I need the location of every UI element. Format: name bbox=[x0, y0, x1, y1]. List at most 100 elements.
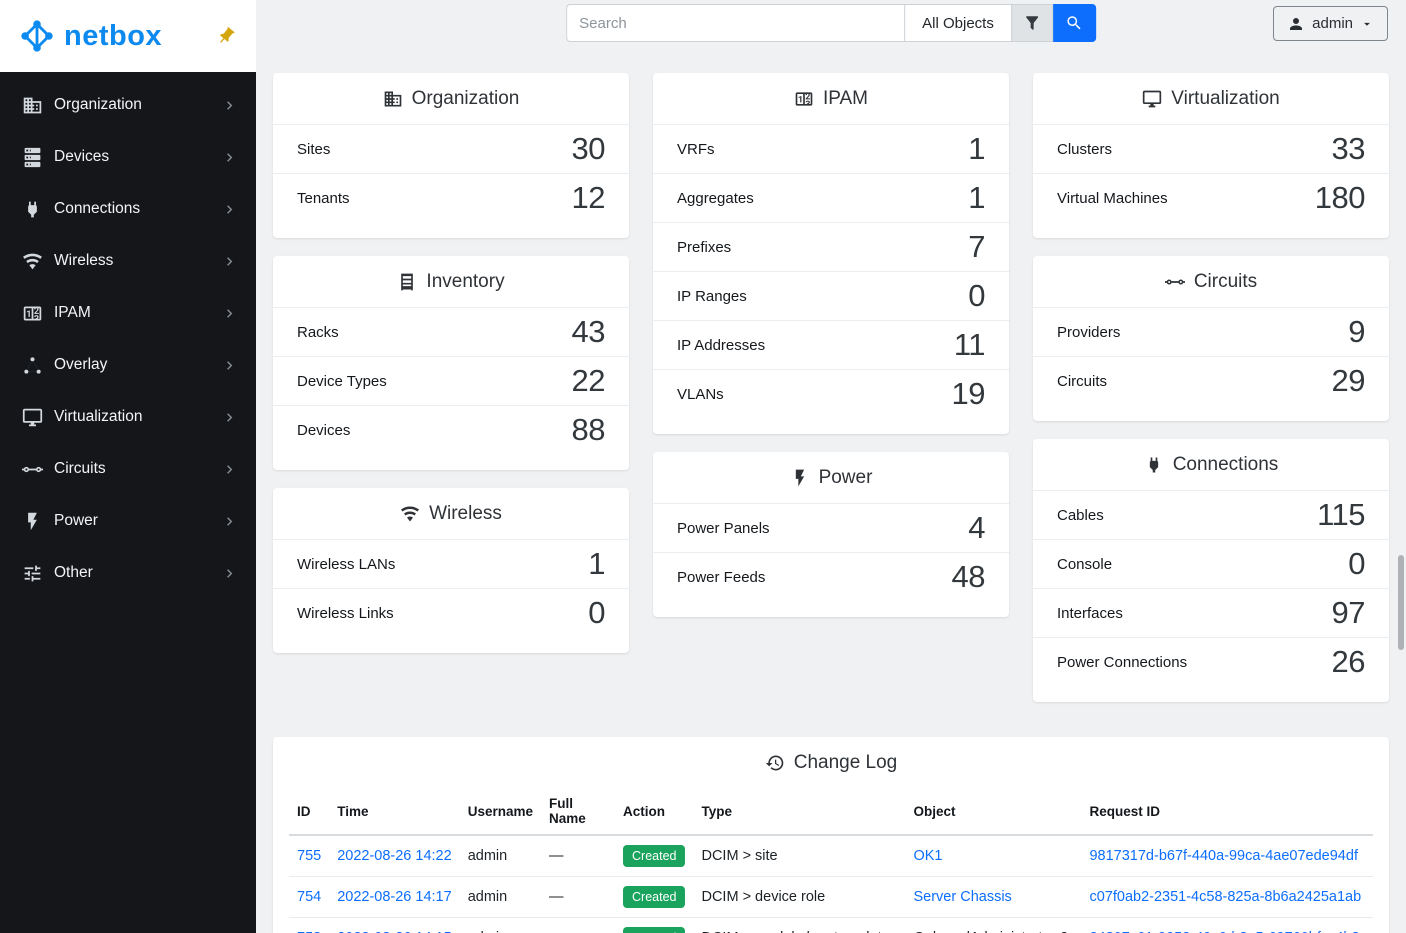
stat-label-vlans[interactable]: VLANs bbox=[677, 385, 724, 403]
sidebar-item-label: Other bbox=[54, 564, 93, 581]
sidebar-item-power[interactable]: Power bbox=[0, 495, 256, 547]
stat-label-wireless-links[interactable]: Wireless Links bbox=[297, 604, 394, 622]
stat-value-sites: 30 bbox=[571, 131, 606, 166]
card-ipam-header: IPAM bbox=[653, 73, 1009, 124]
stat-row: IP Ranges 0 bbox=[653, 271, 1009, 320]
stat-row: Virtual Machines 180 bbox=[1033, 173, 1389, 222]
stat-label-providers[interactable]: Providers bbox=[1057, 323, 1121, 341]
stat-row: Aggregates 1 bbox=[653, 173, 1009, 222]
stat-label-circuits[interactable]: Circuits bbox=[1057, 372, 1108, 390]
transit-icon bbox=[22, 459, 43, 480]
changelog-id-link[interactable]: 755 bbox=[297, 848, 322, 864]
stat-label-power-panels[interactable]: Power Panels bbox=[677, 519, 770, 537]
changelog-time-link[interactable]: 2022-08-26 14:17 bbox=[337, 889, 452, 905]
card-circuits: Circuits Providers 9 Circuits 29 bbox=[1033, 256, 1389, 421]
search-submit-button[interactable] bbox=[1052, 4, 1096, 42]
tune-icon bbox=[22, 563, 43, 584]
stat-label-power-connections[interactable]: Power Connections bbox=[1057, 653, 1188, 671]
stat-label-sites[interactable]: Sites bbox=[297, 140, 331, 158]
sidebar-item-devices[interactable]: Devices bbox=[0, 131, 256, 183]
stat-label-vrfs[interactable]: VRFs bbox=[677, 140, 715, 158]
stat-row: Power Panels 4 bbox=[653, 503, 1009, 552]
changelog-request-id-link[interactable]: 24807c61-9952-49c6-b8a5-69760bfcc4b3 bbox=[1089, 930, 1359, 933]
chevron-right-icon bbox=[221, 461, 238, 478]
changelog-time-link[interactable]: 2022-08-26 14:22 bbox=[337, 848, 452, 864]
object-type-dropdown[interactable]: All Objects bbox=[904, 4, 1011, 42]
stat-label-console[interactable]: Console bbox=[1057, 555, 1113, 573]
changelog-full-name: — bbox=[549, 848, 564, 864]
stat-value-ip-addresses: 11 bbox=[953, 327, 986, 362]
brand-header[interactable]: netbox bbox=[0, 0, 256, 72]
stat-label-wireless-lans[interactable]: Wireless LANs bbox=[297, 555, 396, 573]
stat-label-device-types[interactable]: Device Types bbox=[297, 372, 387, 390]
stat-value-devices: 88 bbox=[571, 412, 606, 447]
changelog-request-id-link[interactable]: c07f0ab2-2351-4c58-825a-8b6a2425a1ab bbox=[1089, 889, 1362, 905]
status-badge-created: Created bbox=[623, 927, 686, 933]
user-menu-button[interactable]: admin bbox=[1273, 6, 1388, 41]
account-icon bbox=[1287, 15, 1305, 33]
chevron-right-icon bbox=[221, 305, 238, 322]
stat-row: Device Types 22 bbox=[273, 356, 629, 405]
stat-label-virtual-machines[interactable]: Virtual Machines bbox=[1057, 189, 1168, 207]
stat-label-power-feeds[interactable]: Power Feeds bbox=[677, 568, 766, 586]
changelog-time-link[interactable]: 2022-08-26 14:15 bbox=[337, 930, 452, 933]
search-group: All Objects bbox=[566, 4, 1096, 42]
sidebar-item-virtualization[interactable]: Virtualization bbox=[0, 391, 256, 443]
stat-value-wireless-lans: 1 bbox=[588, 546, 605, 581]
stat-label-clusters[interactable]: Clusters bbox=[1057, 140, 1113, 158]
stat-value-vrfs: 1 bbox=[968, 131, 985, 166]
changelog-object-link[interactable]: OK1 bbox=[913, 848, 943, 864]
sidebar-item-other[interactable]: Other bbox=[0, 547, 256, 599]
sidebar-item-circuits[interactable]: Circuits bbox=[0, 443, 256, 495]
stat-label-ip-ranges[interactable]: IP Ranges bbox=[677, 287, 747, 305]
stat-value-cables: 115 bbox=[1317, 497, 1365, 532]
changelog-object-link[interactable]: Server Chassis bbox=[913, 889, 1012, 905]
sidebar-item-label: Power bbox=[54, 512, 98, 529]
sidebar-item-connections[interactable]: Connections bbox=[0, 183, 256, 235]
search-input[interactable] bbox=[566, 4, 905, 42]
pin-icon bbox=[212, 22, 240, 50]
sidebar-item-ipam[interactable]: IPAM bbox=[0, 287, 256, 339]
sidebar-item-label: IPAM bbox=[54, 304, 91, 321]
stat-label-devices[interactable]: Devices bbox=[297, 421, 351, 439]
stat-value-prefixes: 7 bbox=[968, 229, 985, 264]
building-icon bbox=[22, 95, 43, 116]
changelog-id-link[interactable]: 753 bbox=[297, 930, 321, 933]
stat-value-ip-ranges: 0 bbox=[968, 278, 985, 313]
sidebar-nav: Organization Devices Connections Wireles… bbox=[0, 72, 256, 599]
dashboard-column-2: IPAM VRFs 1 Aggregates 1 Prefixes 7 IP R… bbox=[653, 73, 1009, 617]
graph-icon bbox=[22, 355, 43, 376]
stat-value-vlans: 19 bbox=[951, 376, 986, 411]
changelog-type: DCIM > device role bbox=[701, 889, 826, 905]
sidebar-item-organization[interactable]: Organization bbox=[0, 79, 256, 131]
sidebar-item-wireless[interactable]: Wireless bbox=[0, 235, 256, 287]
card-virtualization-header: Virtualization bbox=[1033, 73, 1389, 124]
vertical-scrollbar-thumb[interactable] bbox=[1398, 555, 1404, 650]
changelog-request-id-link[interactable]: 9817317d-b67f-440a-99ca-4ae07ede94df bbox=[1089, 848, 1358, 864]
sidebar-item-overlay[interactable]: Overlay bbox=[0, 339, 256, 391]
card-circuits-header: Circuits bbox=[1033, 256, 1389, 307]
stat-row: Clusters 33 bbox=[1033, 124, 1389, 173]
col-header-time: Time bbox=[329, 788, 460, 836]
col-header-action: Action bbox=[615, 788, 694, 836]
pin-sidebar-button[interactable] bbox=[216, 26, 236, 46]
card-wireless: Wireless Wireless LANs 1 Wireless Links … bbox=[273, 488, 629, 653]
stat-label-racks[interactable]: Racks bbox=[297, 323, 339, 341]
changelog-id-link[interactable]: 754 bbox=[297, 889, 322, 905]
stat-label-interfaces[interactable]: Interfaces bbox=[1057, 604, 1123, 622]
stat-row: VLANs 19 bbox=[653, 369, 1009, 418]
sidebar-item-label: Wireless bbox=[54, 252, 114, 269]
stat-label-aggregates[interactable]: Aggregates bbox=[677, 189, 754, 207]
stat-label-prefixes[interactable]: Prefixes bbox=[677, 238, 732, 256]
stat-label-cables[interactable]: Cables bbox=[1057, 506, 1104, 524]
stat-value-wireless-links: 0 bbox=[588, 595, 605, 630]
sidebar-item-label: Overlay bbox=[54, 356, 108, 373]
chevron-right-icon bbox=[221, 149, 238, 166]
stat-value-circuits: 29 bbox=[1331, 363, 1366, 398]
stat-row: VRFs 1 bbox=[653, 124, 1009, 173]
stat-label-tenants[interactable]: Tenants bbox=[297, 189, 350, 207]
stat-label-ip-addresses[interactable]: IP Addresses bbox=[677, 336, 766, 354]
stat-row: Devices 88 bbox=[273, 405, 629, 454]
filter-button[interactable] bbox=[1010, 4, 1053, 42]
card-title: Virtualization bbox=[1171, 88, 1280, 109]
